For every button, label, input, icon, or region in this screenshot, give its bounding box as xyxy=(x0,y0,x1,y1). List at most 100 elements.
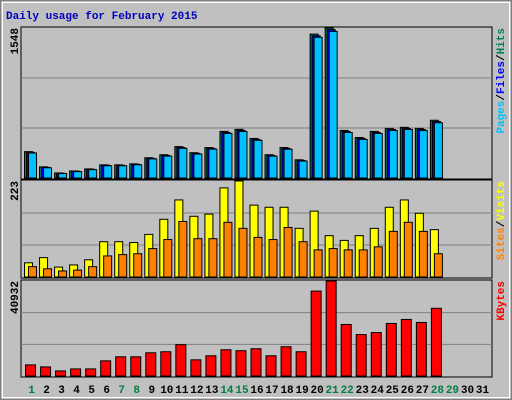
bar xyxy=(58,270,68,278)
bar xyxy=(163,239,173,278)
x-tick-label: 3 xyxy=(58,385,65,397)
bar xyxy=(85,368,97,377)
bar xyxy=(298,241,308,278)
bar xyxy=(400,318,412,377)
x-tick-label: 29 xyxy=(446,385,459,397)
legend-entry: KBytes xyxy=(496,281,508,321)
bar xyxy=(373,246,383,278)
bar xyxy=(238,130,248,179)
bar xyxy=(340,323,352,377)
x-tick-label: 14 xyxy=(220,385,234,397)
bar xyxy=(193,238,203,278)
x-tick-label: 4 xyxy=(73,385,80,397)
bar xyxy=(178,220,188,278)
x-tick-label: 25 xyxy=(386,385,400,397)
y-tick-label: 1548 xyxy=(10,28,22,55)
bar xyxy=(403,221,413,278)
bar xyxy=(40,366,52,377)
bar xyxy=(313,249,323,278)
bar xyxy=(310,290,322,377)
bar xyxy=(73,171,83,179)
bar xyxy=(355,334,367,377)
x-tick-label: 15 xyxy=(235,385,249,397)
bar xyxy=(328,248,338,278)
bar xyxy=(250,348,262,377)
bar xyxy=(313,36,323,179)
bar xyxy=(415,321,427,377)
bar xyxy=(73,269,83,278)
bar xyxy=(208,148,218,179)
x-tick-label: 27 xyxy=(416,385,429,397)
bar xyxy=(193,153,203,179)
bar xyxy=(70,368,82,377)
bar xyxy=(208,238,218,278)
x-tick-label: 30 xyxy=(461,385,474,397)
bar xyxy=(403,128,413,179)
bar xyxy=(280,346,292,377)
bar xyxy=(223,221,233,278)
x-tick-label: 28 xyxy=(431,385,445,397)
bar xyxy=(190,359,202,377)
x-tick-label: 9 xyxy=(148,385,155,397)
bar xyxy=(238,227,248,278)
x-tick-label: 20 xyxy=(311,385,324,397)
bar xyxy=(25,364,37,377)
bar xyxy=(145,352,157,377)
x-tick-label: 10 xyxy=(160,385,173,397)
bar xyxy=(433,253,443,278)
bar xyxy=(268,155,278,179)
bar xyxy=(418,130,428,179)
y-tick-label: 40932 xyxy=(10,281,22,314)
bar xyxy=(205,355,217,377)
x-tick-label: 7 xyxy=(118,385,125,397)
bar xyxy=(268,239,278,278)
bar xyxy=(148,248,158,278)
bar xyxy=(295,351,307,377)
bar xyxy=(28,152,38,179)
bar xyxy=(358,138,368,179)
chart-title: Daily usage for February 2015 xyxy=(6,11,198,23)
bar xyxy=(55,370,67,377)
legend-separator: / xyxy=(496,220,508,227)
bar xyxy=(223,132,233,179)
x-tick-label: 31 xyxy=(476,385,490,397)
x-tick-label: 2 xyxy=(43,385,50,397)
legend: KBytes xyxy=(496,281,508,321)
x-tick-label: 24 xyxy=(371,385,385,397)
bar xyxy=(175,344,187,377)
bar xyxy=(103,165,113,179)
x-tick-label: 17 xyxy=(265,385,278,397)
legend-entry: Files xyxy=(496,61,508,94)
x-tick-label: 23 xyxy=(356,385,370,397)
bar xyxy=(358,249,368,278)
bar xyxy=(298,160,308,179)
bar xyxy=(265,355,277,377)
bar xyxy=(178,147,188,179)
bar xyxy=(88,266,98,278)
bar xyxy=(130,356,142,377)
legend-entry: Pages xyxy=(496,101,508,134)
bar xyxy=(163,155,173,179)
legend-separator: / xyxy=(496,54,508,61)
bar xyxy=(103,255,113,278)
bar xyxy=(148,158,158,179)
bar xyxy=(133,253,143,278)
bar xyxy=(283,148,293,179)
x-tick-label: 5 xyxy=(88,385,95,397)
bar xyxy=(58,173,68,179)
bar xyxy=(160,351,172,377)
bar xyxy=(430,307,442,377)
bar xyxy=(235,350,247,377)
x-tick-label: 21 xyxy=(326,385,340,397)
x-tick-label: 19 xyxy=(295,385,308,397)
bar xyxy=(118,165,128,179)
bar xyxy=(28,266,38,278)
bar xyxy=(388,230,398,278)
bar xyxy=(418,230,428,278)
bar xyxy=(370,332,382,377)
bar xyxy=(118,254,128,278)
legend: Pages/Files/Hits xyxy=(496,28,508,134)
legend-entry: Visits xyxy=(496,181,508,221)
bar xyxy=(343,249,353,278)
